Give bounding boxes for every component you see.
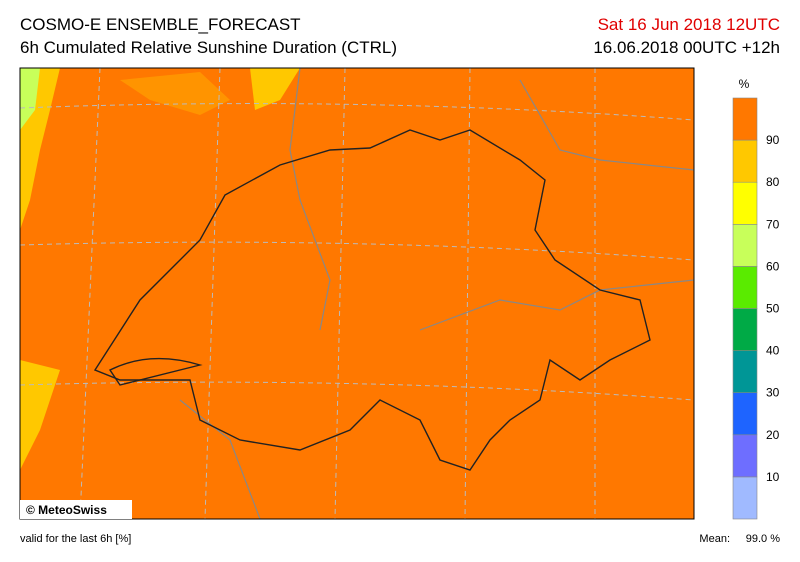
patch <box>20 68 40 130</box>
legend-label: 60 <box>766 259 780 273</box>
footer-note: valid for the last 6h [%] <box>20 533 131 545</box>
graticule <box>19 67 695 520</box>
legend-label: 30 <box>766 386 780 400</box>
region-borders <box>179 67 695 520</box>
legend: % 10 20 30 40 50 60 70 80 90 <box>732 77 780 520</box>
subtitle: 6h Cumulated Relative Sunshine Duration … <box>20 38 397 57</box>
legend-swatch <box>732 139 758 183</box>
legend-label: 70 <box>766 217 780 231</box>
legend-label: 90 <box>766 133 780 147</box>
map-frame <box>19 67 695 520</box>
credit: © MeteoSwiss <box>26 503 107 517</box>
legend-label: 40 <box>766 344 780 358</box>
title: COSMO-E ENSEMBLE_FORECAST <box>20 15 301 34</box>
map-background <box>20 68 694 519</box>
valid-time: Sat 16 Jun 2018 12UTC <box>598 15 780 34</box>
legend-swatch <box>732 392 758 436</box>
credit-box <box>20 500 132 519</box>
country-border <box>93 129 651 471</box>
legend-label: 50 <box>766 302 780 316</box>
legend-swatch <box>732 434 758 478</box>
legend-label: 80 <box>766 175 780 189</box>
legend-unit: % <box>739 77 750 91</box>
legend-label: 10 <box>766 470 780 484</box>
map: © MeteoSwiss <box>19 67 695 520</box>
legend-swatch <box>732 224 758 267</box>
legend-label: 20 <box>766 428 780 442</box>
legend-swatch <box>732 181 758 225</box>
mean-value: 99.0 % <box>746 533 780 545</box>
patch <box>20 360 60 470</box>
patch <box>250 68 300 110</box>
legend-swatch <box>732 266 758 309</box>
mean-label: Mean: <box>699 533 730 545</box>
legend-swatch <box>732 350 758 394</box>
legend-swatch <box>732 476 758 520</box>
legend-swatch <box>732 97 758 141</box>
legend-swatch <box>732 308 758 351</box>
run-time: 16.06.2018 00UTC +12h <box>593 38 780 57</box>
